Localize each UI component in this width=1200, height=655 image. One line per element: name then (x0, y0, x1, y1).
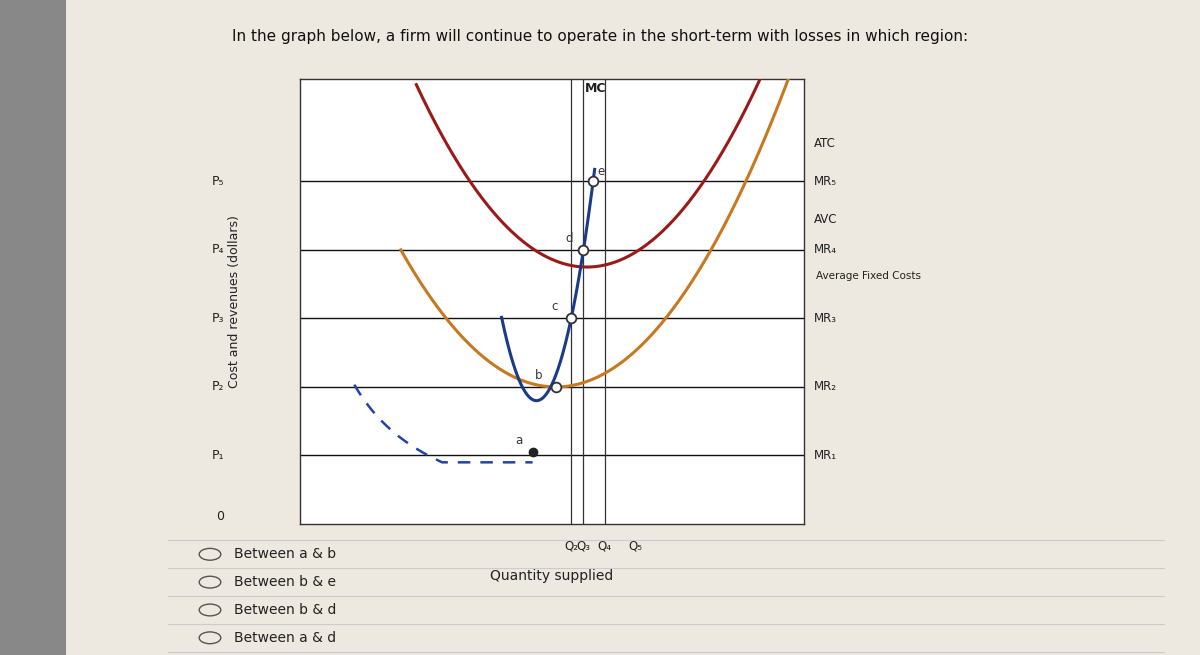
Text: MR₄: MR₄ (814, 244, 836, 256)
Text: Between b & d: Between b & d (234, 603, 336, 617)
Text: MR₃: MR₃ (814, 312, 836, 325)
Text: P₁: P₁ (212, 449, 224, 462)
Text: MC: MC (584, 83, 606, 96)
Text: Cost and revenues (dollars): Cost and revenues (dollars) (228, 215, 241, 388)
Text: 0: 0 (216, 510, 224, 523)
Text: Between a & d: Between a & d (234, 631, 336, 645)
Text: P₄: P₄ (212, 244, 224, 256)
Text: MR₁: MR₁ (814, 449, 836, 462)
Text: P₅: P₅ (212, 175, 224, 188)
Text: Average Fixed Costs: Average Fixed Costs (816, 271, 922, 281)
Text: In the graph below, a firm will continue to operate in the short-term with losse: In the graph below, a firm will continue… (232, 29, 968, 45)
Text: MR₂: MR₂ (814, 381, 836, 394)
Text: a: a (515, 434, 522, 447)
Text: Between a & b: Between a & b (234, 548, 336, 561)
Text: P₂: P₂ (212, 381, 224, 394)
Text: Q₃: Q₃ (576, 539, 590, 552)
Text: Q₅: Q₅ (629, 539, 643, 552)
Text: MR₅: MR₅ (814, 175, 836, 188)
Text: ATC: ATC (814, 137, 835, 150)
Text: AVC: AVC (814, 213, 838, 225)
Text: Q₄: Q₄ (598, 539, 612, 552)
Text: c: c (551, 300, 557, 313)
Text: b: b (535, 369, 542, 382)
Text: Quantity supplied: Quantity supplied (491, 569, 613, 582)
Text: d: d (565, 232, 574, 245)
Text: Between b & e: Between b & e (234, 575, 336, 589)
Text: Q₂: Q₂ (564, 539, 578, 552)
Text: e: e (598, 164, 605, 178)
Text: P₃: P₃ (212, 312, 224, 325)
